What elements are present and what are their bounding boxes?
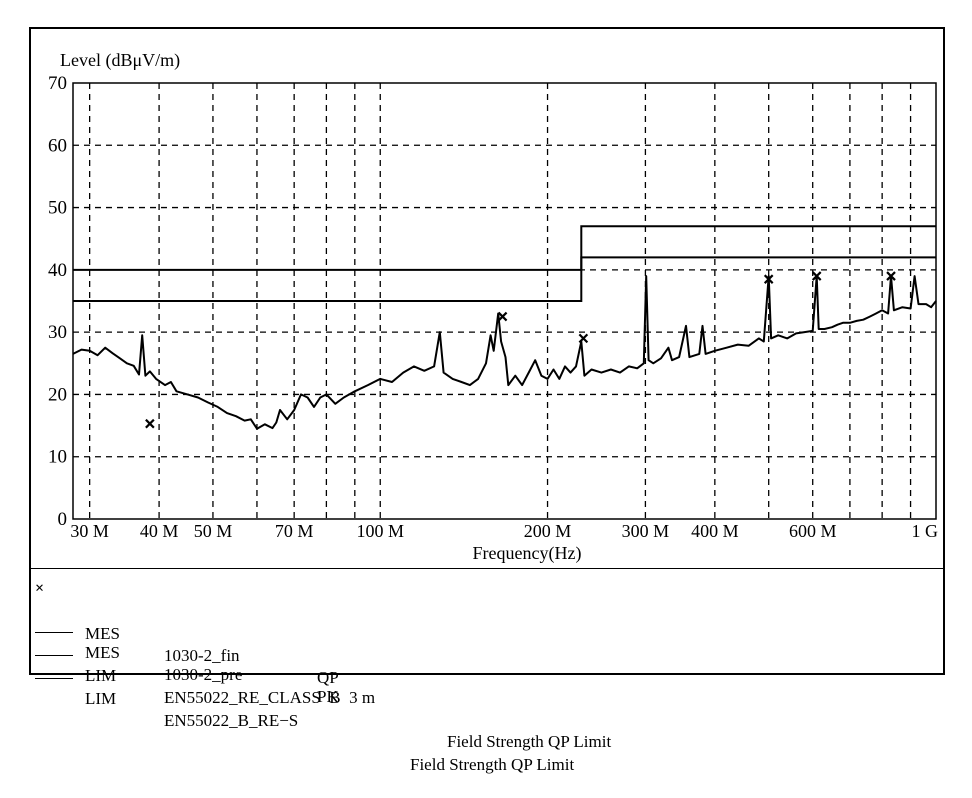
chart-frame [29,27,945,675]
x-tick-label: 50 M [194,521,233,541]
x-tick-label: 1 G [912,521,939,541]
qp-marker [497,311,508,322]
x-axis-label: Frequency(Hz) [473,543,582,564]
y-tick-label: 50 [48,198,67,219]
emi-spectrum-chart: Level (dBμV/m) Frequency(Hz) 0 10 20 30 40 50… [48,50,938,564]
legend-row-fin: × MES 1030-2_fin QP [29,579,339,687]
y-tick-label: 40 [48,260,67,281]
line-swatch-icon [33,666,73,688]
legend-name: 1030-2_fin [164,646,240,665]
qp-marker [811,271,822,281]
x-tick-label: 40 M [140,521,179,541]
legend-detector: QP [317,668,339,687]
plot-area [72,82,937,520]
x-tick-label: 400 M [691,521,739,541]
limit-line [73,256,936,302]
legend-description: Field Strength QP Limit [410,755,575,774]
y-axis-label: Level (dBμV/m) [60,50,180,71]
qp-marker [886,271,896,281]
legend: × MES 1030-2_fin QP MES 1030-2_pre PK LI… [29,568,945,774]
limit-line [73,225,936,271]
qp-markers [145,271,896,429]
y-tick-label: 70 [48,73,67,94]
x-tick-label: 100 M [356,521,404,541]
y-tick-label: 0 [58,509,68,530]
legend-name: EN55022_B_RE−S [164,711,299,730]
legend-row-limit-class-b: LIM EN55022_RE_CLASS B 3 m Field Strengt… [29,621,611,751]
y-tick-label: 60 [48,135,67,156]
legend-type: LIM [85,689,117,708]
qp-marker [763,274,774,284]
legend-row-pre: MES 1030-2_pre PK [29,598,339,706]
y-tick-label: 10 [48,447,67,468]
legend-name: EN55022_RE_CLASS B 3 m [164,688,376,707]
x-marker-icon: × [35,580,45,597]
x-tick-label: 600 M [789,521,837,541]
series-group [72,275,937,430]
legend-row-limit-b-re-s: LIM EN55022_B_RE−S Field Strength QP Lim… [29,644,574,774]
limit-lines [73,225,936,302]
pk-trace-line [72,275,937,430]
x-tick-label: 30 M [70,521,109,541]
legend-type: MES [85,624,120,643]
qp-marker [145,418,155,429]
x-tick-label: 70 M [275,521,314,541]
legend-description: Field Strength QP Limit [447,732,612,751]
qp-marker [578,333,589,344]
legend-type: LIM [85,666,117,685]
y-tick-label: 30 [48,322,67,343]
legend-type: MES [85,643,120,662]
line-swatch-icon [33,620,73,642]
x-tick-label: 200 M [524,521,572,541]
line-swatch-icon [33,643,73,665]
tick-labels: 0 10 20 30 40 50 60 70 30 M 40 M 50 M 70 M 100 M 200 … [48,73,938,541]
x-tick-label: 300 M [622,521,670,541]
y-tick-label: 20 [48,384,67,405]
legend-name: 1030-2_pre [164,665,243,684]
